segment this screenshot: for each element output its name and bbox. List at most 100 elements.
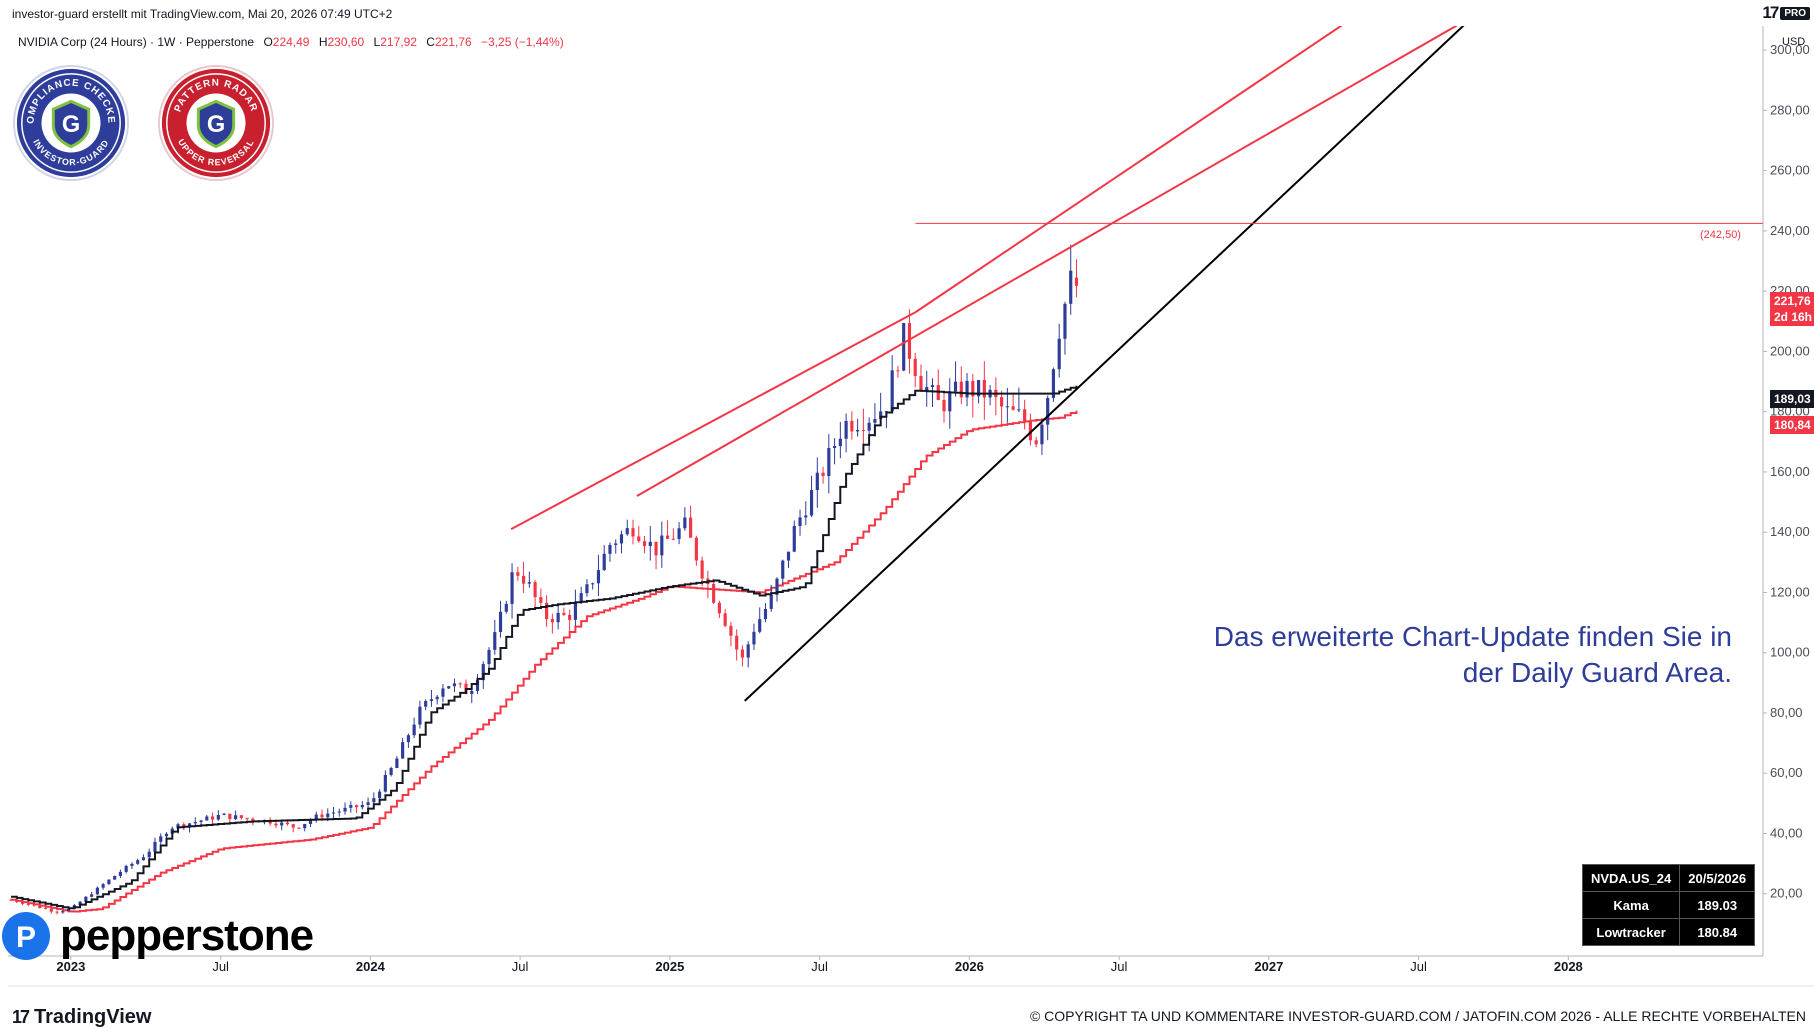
low-key: L	[373, 35, 381, 49]
time-tick-label: 2025	[655, 959, 684, 974]
candle-body	[648, 541, 652, 547]
candle-body	[568, 614, 572, 620]
high-value: 230,60	[327, 35, 365, 49]
candle-body	[447, 686, 451, 689]
tradingview-wordmark[interactable]: TradingView	[34, 1006, 152, 1028]
candle-body	[193, 821, 197, 824]
candle-body	[228, 813, 232, 820]
candle-body	[573, 602, 577, 620]
candle-body	[1074, 277, 1079, 286]
time-tick-label: 2024	[356, 959, 386, 974]
candle-body	[804, 515, 808, 518]
candle-body	[113, 875, 117, 880]
symbol-legend[interactable]: NVIDIA Corp (24 Hours) · 1W · Pepperston…	[18, 35, 564, 49]
candle-body	[15, 899, 19, 902]
candle-body	[67, 908, 71, 912]
candle-body	[614, 543, 618, 545]
candle-body	[907, 323, 912, 359]
kama-path	[11, 385, 1078, 910]
candle-body	[792, 526, 796, 552]
tradingview-footer-logo[interactable]: 17 TradingView	[12, 1006, 151, 1029]
candle-body	[798, 517, 802, 527]
candle-body	[498, 611, 503, 633]
note-line-2: der Daily Guard Area.	[1462, 657, 1732, 688]
candle-body	[314, 814, 318, 821]
candle-body	[919, 375, 923, 391]
candle-body	[20, 901, 25, 904]
candle-body	[360, 805, 364, 808]
candle-body	[873, 419, 877, 423]
time-axis[interactable]: 2023 Jul 2024 Jul 2025 Jul 2026 Jul 2027 Jul 2028	[56, 956, 1583, 974]
candle-body	[378, 791, 382, 799]
candle-body	[763, 608, 768, 620]
candle-body	[61, 911, 65, 913]
symbol-title[interactable]: NVIDIA Corp (24 Hours) · 1W · Pepperston…	[18, 35, 255, 49]
candle-body	[683, 517, 687, 529]
candle-body	[717, 602, 721, 614]
time-tick-label: Jul	[1111, 959, 1128, 974]
pepperstone-p-icon: P	[2, 912, 50, 960]
candle-body	[942, 399, 946, 412]
candle-body	[95, 887, 99, 895]
candle-body	[1011, 406, 1015, 410]
candle-body	[735, 635, 739, 650]
chart-update-note: Das erweiterte Chart-Update finden Sie i…	[1214, 619, 1732, 691]
bar-countdown: 2d 16h	[1774, 310, 1813, 324]
candle-body	[182, 824, 186, 828]
last-price-value: 221,76	[1774, 294, 1811, 308]
candle-body	[527, 582, 531, 584]
candle-body	[389, 767, 393, 776]
candle-body	[1000, 397, 1004, 407]
candle-body	[844, 420, 848, 439]
trendlines[interactable]	[510, 26, 1508, 702]
time-tick-label: Jul	[811, 959, 828, 974]
time-tick-label: Jul	[212, 959, 229, 974]
candle-body	[26, 903, 30, 905]
price-tick-label: 260,00	[1770, 163, 1810, 178]
candle-body	[153, 841, 157, 852]
candle-body	[285, 822, 290, 825]
candle-body	[786, 551, 791, 561]
candle-body	[976, 379, 981, 397]
candle-body	[562, 612, 566, 615]
time-tick-label: Jul	[1410, 959, 1427, 974]
grid	[8, 26, 1814, 987]
time-tick-label: 2028	[1554, 959, 1583, 974]
indicator-table: NVDA.US_24 20/5/2026 Kama 189.03 Lowtrac…	[1581, 864, 1756, 946]
candle-body	[654, 541, 658, 556]
change-value: −3,25 (−1,44%)	[481, 35, 564, 49]
candle-body	[971, 380, 975, 397]
price-axis[interactable]: 20,00 40,00 60,00 80,00 100,00 120,00 140,00 16…	[1763, 42, 1810, 901]
candle-body	[78, 901, 82, 906]
candle-body	[556, 612, 560, 623]
candle-body	[861, 430, 865, 432]
resistance-label: (242,50)	[1700, 229, 1741, 241]
candle-body	[850, 420, 854, 432]
candle-body	[539, 597, 543, 603]
lowtracker-price-tag: 180,84	[1770, 416, 1814, 434]
candle-body	[435, 696, 439, 700]
table-kama-label: Kama	[1581, 891, 1681, 919]
candle-body	[43, 908, 48, 910]
price-chart[interactable]: 20,00 40,00 60,00 80,00 100,00 120,00 140,00 16…	[0, 26, 1814, 988]
candle-body	[418, 706, 422, 725]
tradingview-pro-logo: 17 PRO	[1762, 3, 1810, 22]
candle-body	[159, 836, 163, 842]
candle-body	[303, 823, 307, 829]
candle-body	[769, 594, 773, 609]
candle-body	[406, 735, 410, 743]
candle-body	[694, 537, 698, 561]
candle-body	[372, 798, 376, 803]
candle-body	[291, 824, 295, 828]
candle-body	[251, 818, 255, 821]
candle-body	[366, 802, 370, 806]
candle-body	[470, 690, 474, 694]
candle-body	[187, 823, 192, 828]
price-tick-label: 100,00	[1770, 645, 1810, 660]
resistance-trendline-3	[636, 26, 1458, 497]
tradingview-footer-icon: 17	[12, 1007, 30, 1027]
candle-body	[516, 572, 520, 576]
candle-body	[280, 822, 284, 826]
open-key: O	[263, 35, 273, 49]
candle-body	[343, 807, 347, 812]
